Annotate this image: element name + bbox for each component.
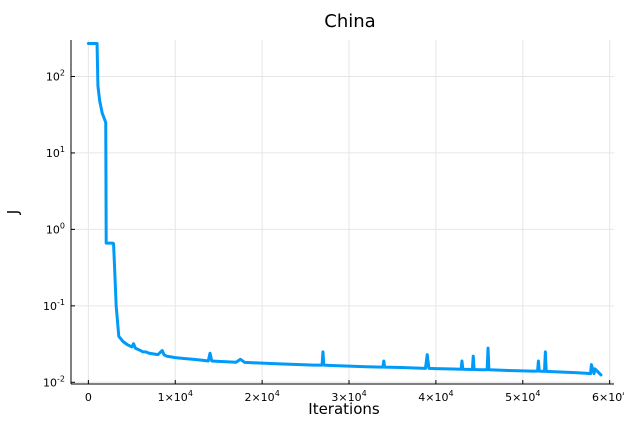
x-tick-label: 1×104 [158,389,193,404]
grid-lines [71,40,614,384]
y-tick-label: 100 [46,221,65,236]
x-tick-label: 2×104 [244,389,279,404]
x-axis-label: Iterations [308,400,380,418]
series-line [86,42,603,377]
y-tick-label: 10-1 [43,298,65,313]
x-tick-label: 0 [85,391,92,404]
y-tick-label: 101 [46,145,65,160]
series-lines [86,42,603,377]
x-tick-label: 4×104 [418,389,453,404]
chart-title: China [324,11,375,32]
tick-labels: 0 1×104 2×104 3×104 4×104 5×104 6×104 10-2 10-1 1… [43,68,624,404]
y-tick-label: 102 [46,68,65,83]
y-tick-label: 10-2 [43,374,65,389]
x-tick-label: 3×104 [331,389,366,404]
axes [70,40,614,385]
x-tick-label: 5×104 [505,389,540,404]
y-axis-label: J [4,210,22,215]
x-tick-label: 6×104 [592,389,624,404]
